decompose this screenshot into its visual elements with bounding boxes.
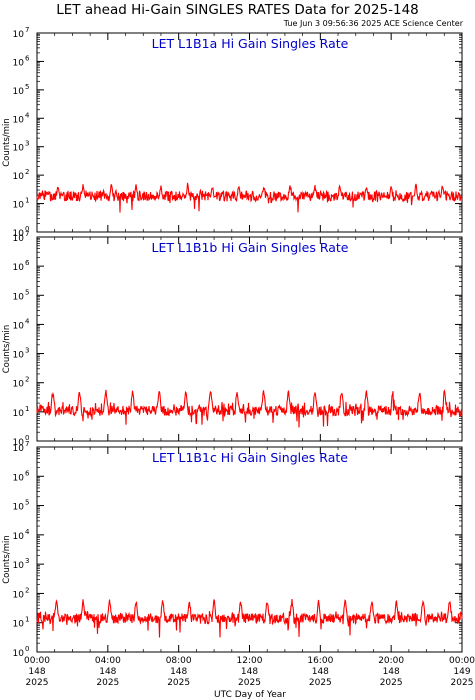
y-tick-label: 10 bbox=[13, 532, 25, 542]
x-tick-label-year: 2025 bbox=[309, 678, 332, 688]
y-tick-label: 10 bbox=[13, 115, 25, 125]
x-tick-label-year: 2025 bbox=[380, 678, 403, 688]
y-tick-exponent: 0 bbox=[25, 434, 29, 442]
y-tick-label: 10 bbox=[13, 351, 25, 361]
y-tick-label: 10 bbox=[13, 201, 25, 211]
x-tick-label-time: 04:00 bbox=[95, 656, 121, 666]
y-tick-exponent: 7 bbox=[25, 440, 29, 448]
x-tick-label-year: 2025 bbox=[96, 678, 119, 688]
x-tick-label-time: 12:00 bbox=[237, 656, 263, 666]
y-tick-label: 10 bbox=[13, 438, 25, 448]
x-tick-label-year: 2025 bbox=[451, 678, 474, 688]
page-title: LET ahead Hi-Gain SINGLES RATES Data for… bbox=[56, 2, 419, 18]
y-tick-exponent: 2 bbox=[25, 168, 29, 176]
y-tick-label: 10 bbox=[13, 321, 25, 331]
y-tick-label: 10 bbox=[13, 87, 25, 97]
y-tick-exponent: 3 bbox=[25, 557, 29, 565]
y-tick-label: 10 bbox=[13, 409, 25, 419]
y-tick-exponent: 1 bbox=[25, 405, 29, 413]
x-tick-label-year: 2025 bbox=[26, 678, 49, 688]
x-tick-label-doy: 148 bbox=[170, 667, 187, 677]
y-tick-label: 10 bbox=[13, 234, 25, 244]
y-tick-exponent: 3 bbox=[25, 140, 29, 148]
plot-frame bbox=[36, 32, 463, 233]
y-tick-label: 10 bbox=[13, 561, 25, 571]
y-tick-exponent: 6 bbox=[25, 259, 30, 267]
y-axis-label: Counts/min bbox=[2, 118, 12, 167]
y-tick-exponent: 3 bbox=[25, 347, 29, 355]
y-tick-label: 10 bbox=[13, 473, 25, 483]
x-tick-label-doy: 149 bbox=[453, 667, 470, 677]
x-tick-label-time: 00:00 bbox=[449, 656, 475, 666]
y-tick-label: 10 bbox=[13, 590, 25, 600]
x-tick-label-time: 20:00 bbox=[378, 656, 404, 666]
x-tick-label-year: 2025 bbox=[238, 678, 261, 688]
x-axis-label: UTC Day of Year bbox=[214, 690, 286, 700]
y-tick-exponent: 5 bbox=[25, 83, 29, 91]
y-tick-label: 10 bbox=[13, 380, 25, 390]
y-tick-exponent: 1 bbox=[25, 616, 29, 624]
y-tick-label: 10 bbox=[13, 58, 25, 68]
y-tick-exponent: 4 bbox=[25, 111, 30, 119]
x-tick-label-doy: 148 bbox=[312, 667, 329, 677]
y-tick-exponent: 6 bbox=[25, 469, 30, 477]
y-tick-label: 10 bbox=[13, 503, 25, 513]
timestamp: Tue Jun 3 09:56:36 2025 ACE Science Cent… bbox=[283, 19, 463, 28]
x-tick-label-time: 00:00 bbox=[24, 656, 50, 666]
x-tick-label-time: 08:00 bbox=[166, 656, 192, 666]
panel-title: LET L1B1a Hi Gain Singles Rate bbox=[152, 36, 349, 51]
x-tick-label-year: 2025 bbox=[167, 678, 190, 688]
y-tick-exponent: 2 bbox=[25, 586, 29, 594]
y-tick-label: 10 bbox=[13, 292, 25, 302]
y-tick-exponent: 0 bbox=[25, 225, 29, 233]
y-tick-label: 10 bbox=[13, 263, 25, 273]
y-tick-exponent: 6 bbox=[25, 54, 30, 62]
y-tick-exponent: 5 bbox=[25, 288, 29, 296]
series-line bbox=[36, 182, 463, 213]
x-tick-label-doy: 148 bbox=[28, 667, 45, 677]
y-tick-exponent: 5 bbox=[25, 499, 29, 507]
y-tick-exponent: 4 bbox=[25, 528, 30, 536]
x-tick-label-doy: 148 bbox=[241, 667, 258, 677]
y-tick-label: 10 bbox=[13, 144, 25, 154]
series-line bbox=[36, 389, 463, 428]
y-axis-label: Counts/min bbox=[2, 535, 12, 584]
y-tick-exponent: 4 bbox=[25, 317, 30, 325]
y-tick-exponent: 7 bbox=[25, 230, 29, 238]
panel-title: LET L1B1c Hi Gain Singles Rate bbox=[152, 450, 348, 465]
y-tick-label: 10 bbox=[13, 172, 25, 182]
y-tick-label: 10 bbox=[13, 229, 25, 239]
panel-title: LET L1B1b Hi Gain Singles Rate bbox=[152, 240, 349, 255]
y-tick-label: 10 bbox=[13, 30, 25, 40]
y-tick-label: 10 bbox=[13, 649, 25, 659]
y-tick-exponent: 0 bbox=[25, 645, 29, 653]
y-tick-exponent: 2 bbox=[25, 376, 29, 384]
y-tick-label: 10 bbox=[13, 620, 25, 630]
y-tick-exponent: 1 bbox=[25, 197, 29, 205]
x-tick-label-time: 16:00 bbox=[307, 656, 333, 666]
y-tick-exponent: 7 bbox=[25, 26, 29, 34]
y-tick-label: 10 bbox=[13, 444, 25, 454]
series-line bbox=[36, 599, 463, 638]
x-tick-label-doy: 148 bbox=[99, 667, 116, 677]
x-tick-label-doy: 148 bbox=[383, 667, 400, 677]
y-axis-label: Counts/min bbox=[2, 325, 12, 374]
